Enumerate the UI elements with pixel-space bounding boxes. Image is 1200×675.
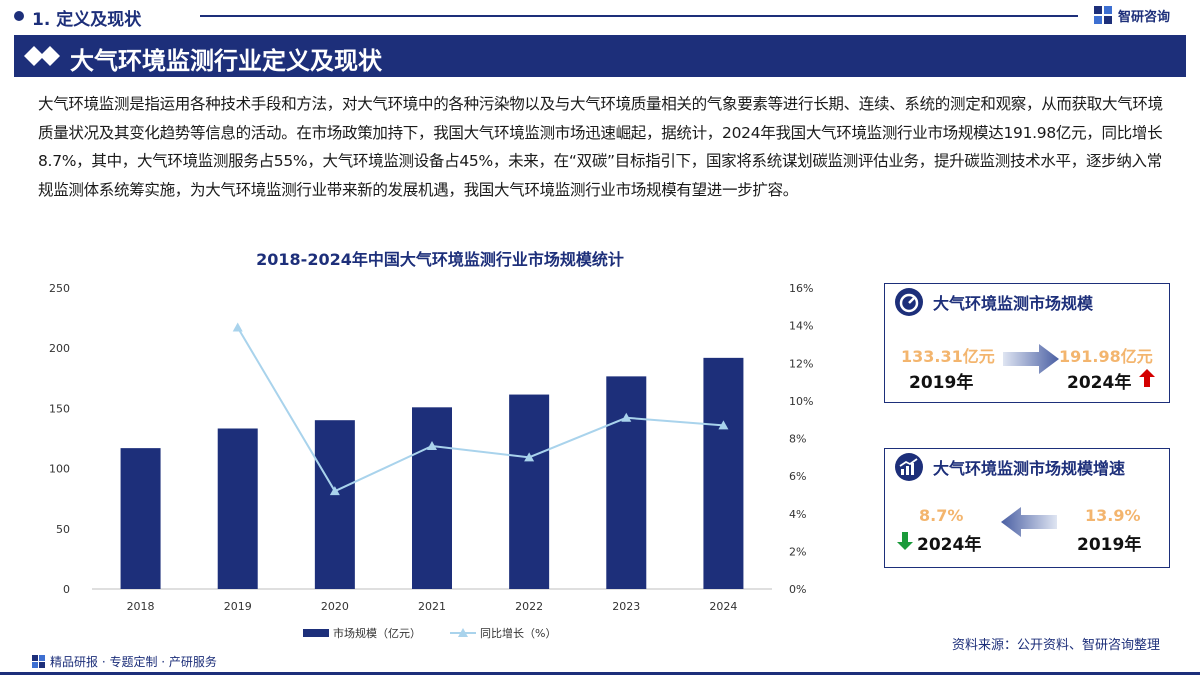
legend-bar-swatch	[303, 629, 329, 637]
growth-line	[236, 326, 724, 493]
y-right-tick-label: 10%	[789, 395, 813, 408]
growth-point-2021	[427, 441, 437, 451]
legend-line-label: 同比增长（%）	[480, 626, 556, 640]
bar-2023	[606, 376, 647, 589]
footer-tagline-text: 精品研报 · 专题定制 · 产研服务	[50, 655, 217, 669]
diamonds-icon	[24, 46, 60, 66]
y-right-tick-label: 16%	[789, 282, 813, 295]
y-left-tick-label: 50	[56, 523, 70, 536]
x-tick-label: 2024	[709, 600, 737, 613]
y-right-tick-label: 4%	[789, 508, 806, 521]
y-left-tick-label: 150	[49, 402, 70, 415]
y-left-tick-label: 100	[49, 463, 70, 476]
y-right-tick-label: 0%	[789, 583, 806, 596]
y-right-tick-label: 2%	[789, 545, 806, 558]
chart-title: 2018-2024年中国大气环境监测行业市场规模统计	[256, 250, 624, 269]
value-2019: 133.31亿元	[901, 347, 995, 366]
gauge-icon	[895, 288, 923, 316]
y-right-tick-label: 6%	[789, 470, 806, 483]
top-bar: 1. 定义及现状 智研咨询	[0, 0, 1200, 32]
y-left-tick-label: 200	[49, 342, 70, 355]
up-arrow-icon	[1139, 369, 1155, 387]
growth-card-title: 大气环境监测市场规模增速	[933, 459, 1126, 478]
y-right-tick-label: 12%	[789, 357, 813, 370]
market-size-card: 大气环境监测市场规模 133.31亿元 2019年 191.98亿元 2024年	[884, 283, 1170, 403]
brand-name: 智研咨询	[1118, 9, 1171, 25]
x-tick-label: 2019	[224, 600, 252, 613]
growth-point-2023	[621, 412, 632, 422]
bar-2024	[703, 357, 744, 589]
footer-tagline: 精品研报 · 专题定制 · 产研服务	[32, 653, 217, 670]
y-left-tick-label: 0	[63, 583, 70, 596]
x-tick-label: 2021	[418, 600, 446, 613]
header-divider	[200, 15, 1078, 17]
footer-brand-icon	[32, 655, 45, 668]
growth-point-2019	[232, 322, 243, 332]
left-arrow-icon	[1001, 507, 1057, 537]
growth-point-2024	[718, 420, 729, 430]
value-2024: 191.98亿元	[1059, 347, 1153, 366]
growth-year-2024: 2024年	[917, 535, 982, 555]
growth-value-2024: 8.7%	[919, 506, 964, 525]
legend-bar-label: 市场规模（亿元）	[333, 626, 421, 640]
bar-2022	[509, 394, 550, 589]
brand-logo: 智研咨询	[1094, 5, 1170, 25]
section-title: 1. 定义及现状	[32, 10, 142, 30]
year-2019: 2019年	[909, 373, 974, 393]
intro-paragraph: 大气环境监测是指运用各种技术手段和方法，对大气环境中的各种污染物以及与大气环境质…	[38, 95, 1163, 199]
brand-mark-icon	[1094, 6, 1112, 24]
y-left-tick-label: 250	[49, 282, 70, 295]
down-arrow-icon	[897, 532, 913, 550]
y-right-tick-label: 8%	[789, 433, 806, 446]
x-tick-label: 2023	[612, 600, 640, 613]
market-size-card-title: 大气环境监测市场规模	[933, 294, 1094, 313]
footer-divider	[0, 672, 1200, 675]
bullet-dot-icon	[14, 11, 24, 21]
legend-line-marker	[458, 628, 468, 637]
x-tick-label: 2018	[127, 600, 155, 613]
growth-point-2022	[524, 452, 535, 462]
year-2024: 2024年	[1067, 373, 1132, 393]
bar-2018	[120, 448, 161, 589]
growth-rate-card: 大气环境监测市场规模增速 8.7% 2024年 13.9% 2019年	[884, 448, 1170, 568]
growth-point-2020	[329, 486, 340, 496]
y-right-tick-label: 14%	[789, 320, 813, 333]
growth-year-2019: 2019年	[1077, 535, 1142, 555]
title-banner: 大气环境监测行业定义及现状	[14, 35, 1186, 77]
x-tick-label: 2020	[321, 600, 349, 613]
growth-value-2019: 13.9%	[1085, 506, 1141, 525]
page-title: 大气环境监测行业定义及现状	[70, 47, 382, 75]
trend-chart-icon	[895, 453, 923, 481]
x-tick-label: 2022	[515, 600, 543, 613]
bar-2021	[412, 407, 452, 589]
bar-2019	[217, 428, 258, 589]
right-arrow-icon	[1003, 344, 1059, 374]
source-note: 资料来源：公开资料、智研咨询整理	[951, 638, 1160, 653]
market-size-chart: 0 50 100 150 200 250 0% 2% 4% 6% 8% 10% 12% 14% 16% 201…	[49, 282, 813, 640]
bar-2020	[314, 420, 355, 589]
